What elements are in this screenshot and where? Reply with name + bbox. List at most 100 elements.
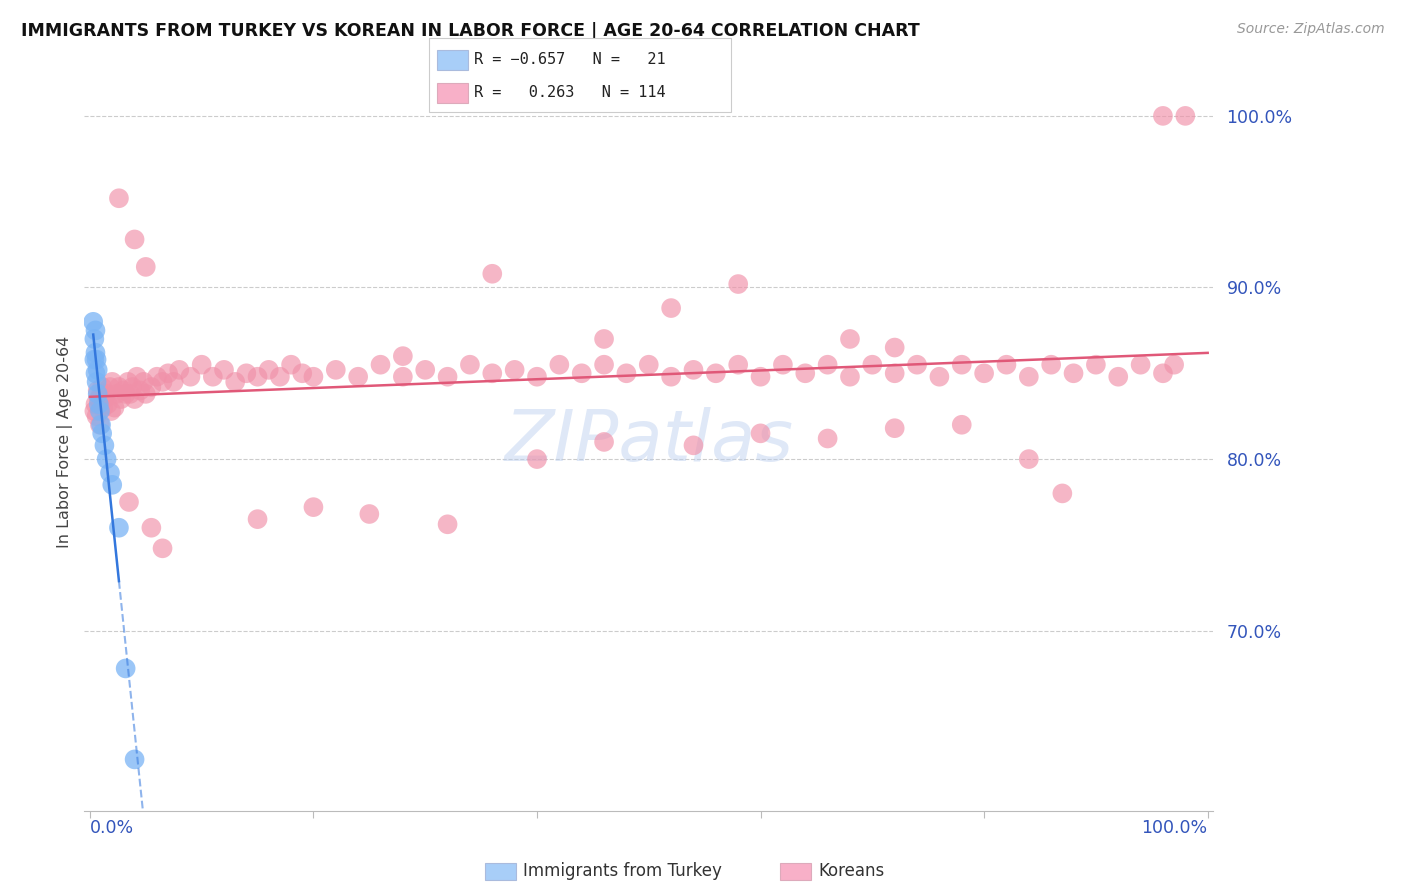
Point: [84, 397, 107, 411]
Point: [112, 384, 135, 398]
Text: 100.0%: 100.0%: [1142, 820, 1208, 838]
Point: [749, 369, 772, 384]
Point: [269, 369, 291, 384]
Point: [157, 366, 180, 380]
Point: [860, 358, 883, 372]
Text: ZIPatlas: ZIPatlas: [505, 408, 793, 476]
Point: [124, 752, 146, 766]
Point: [950, 417, 973, 432]
Point: [481, 267, 503, 281]
Point: [82, 315, 104, 329]
Point: [749, 426, 772, 441]
Point: [817, 432, 839, 446]
Point: [98, 380, 121, 394]
Point: [548, 358, 571, 372]
Point: [86, 352, 108, 367]
Point: [124, 392, 146, 406]
Point: [135, 387, 157, 401]
Point: [141, 521, 163, 535]
Point: [91, 426, 114, 441]
Point: [659, 301, 682, 315]
Point: [503, 363, 526, 377]
Point: [152, 541, 174, 556]
Point: [86, 384, 108, 398]
Point: [1152, 109, 1174, 123]
Point: [359, 507, 381, 521]
Point: [118, 495, 141, 509]
Point: [302, 369, 325, 384]
Point: [1063, 366, 1085, 380]
Point: [132, 375, 155, 389]
Point: [96, 387, 118, 401]
Point: [839, 369, 862, 384]
Point: [370, 358, 392, 372]
Point: [246, 512, 269, 526]
Point: [325, 363, 347, 377]
Point: [659, 369, 682, 384]
Point: [593, 332, 616, 346]
Point: [89, 404, 111, 418]
Point: [87, 397, 110, 411]
Point: [108, 380, 131, 394]
Point: [103, 401, 125, 415]
Point: [1084, 358, 1107, 372]
Point: [169, 363, 191, 377]
Point: [121, 380, 143, 394]
Point: [114, 661, 136, 675]
Point: [101, 375, 124, 389]
Point: [86, 409, 108, 424]
Point: [682, 438, 704, 452]
Point: [90, 417, 112, 432]
Y-axis label: In Labor Force | Age 20-64: In Labor Force | Age 20-64: [58, 335, 73, 548]
Point: [1018, 369, 1040, 384]
Point: [1018, 452, 1040, 467]
Point: [100, 404, 122, 418]
Point: [125, 369, 148, 384]
Point: [291, 366, 314, 380]
Point: [1174, 109, 1197, 123]
Point: [97, 397, 120, 411]
Point: [120, 387, 142, 401]
Point: [163, 375, 186, 389]
Point: [727, 277, 749, 291]
Point: [817, 358, 839, 372]
Point: [93, 438, 115, 452]
Point: [436, 517, 458, 532]
Point: [794, 366, 817, 380]
Point: [83, 404, 105, 418]
Point: [96, 452, 118, 467]
Point: [98, 466, 121, 480]
Point: [392, 349, 415, 363]
Point: [105, 387, 128, 401]
Point: [727, 358, 749, 372]
Point: [190, 358, 212, 372]
Point: [413, 363, 436, 377]
Point: [224, 375, 246, 389]
Point: [280, 358, 302, 372]
Point: [704, 366, 727, 380]
Point: [83, 352, 105, 367]
Point: [616, 366, 638, 380]
Point: [905, 358, 928, 372]
Point: [526, 369, 548, 384]
Text: Immigrants from Turkey: Immigrants from Turkey: [523, 863, 721, 880]
Text: 0.0%: 0.0%: [90, 820, 134, 838]
Point: [152, 375, 174, 389]
Text: Koreans: Koreans: [818, 863, 884, 880]
Point: [1052, 486, 1074, 500]
Point: [86, 363, 108, 377]
Point: [883, 366, 905, 380]
Text: IMMIGRANTS FROM TURKEY VS KOREAN IN LABOR FORCE | AGE 20-64 CORRELATION CHART: IMMIGRANTS FROM TURKEY VS KOREAN IN LABO…: [21, 22, 920, 40]
Point: [86, 387, 108, 401]
Point: [973, 366, 995, 380]
Point: [201, 369, 224, 384]
Point: [135, 260, 157, 274]
Point: [883, 341, 905, 355]
Point: [526, 452, 548, 467]
Point: [114, 387, 136, 401]
Text: R =   0.263   N = 114: R = 0.263 N = 114: [474, 86, 665, 100]
Point: [593, 358, 616, 372]
Point: [124, 232, 146, 246]
Point: [90, 387, 112, 401]
Point: [392, 369, 415, 384]
